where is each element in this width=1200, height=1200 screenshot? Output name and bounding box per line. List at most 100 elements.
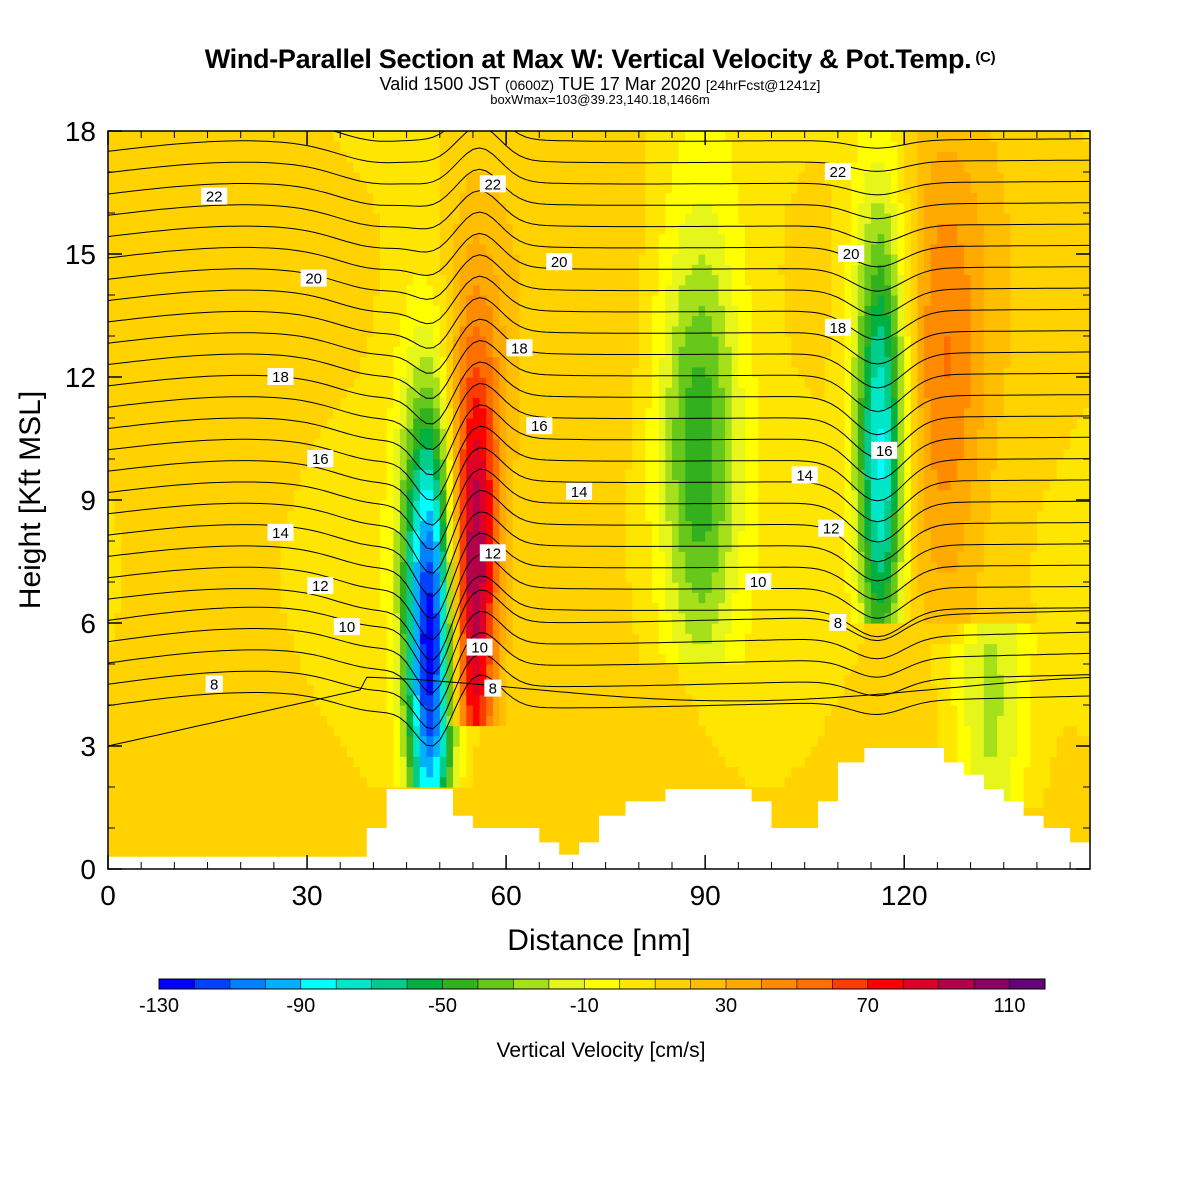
- w-cell: [320, 848, 328, 860]
- w-cell: [784, 787, 793, 798]
- w-cell: [273, 571, 282, 583]
- w-cell: [744, 725, 753, 737]
- w-cell: [599, 653, 607, 665]
- w-cell: [240, 520, 248, 532]
- w-cell: [791, 705, 799, 716]
- w-cell: [313, 674, 321, 686]
- w-cell: [751, 664, 759, 675]
- w-cell: [1070, 694, 1078, 706]
- w-cell: [579, 735, 587, 747]
- w-cell: [287, 848, 295, 860]
- w-cell: [877, 674, 885, 686]
- w-cell: [1023, 541, 1031, 552]
- w-cell: [161, 592, 169, 604]
- w-cell: [890, 592, 899, 604]
- w-cell: [247, 684, 255, 696]
- w-cell: [559, 541, 567, 552]
- w-cell: [399, 664, 408, 675]
- w-cell: [910, 571, 919, 583]
- w-cell: [910, 653, 919, 665]
- w-cell: [426, 694, 434, 706]
- w-cell: [605, 643, 613, 655]
- w-cell: [963, 612, 972, 624]
- w-cell: [705, 612, 713, 624]
- w-cell: [214, 694, 222, 706]
- w-cell: [433, 561, 441, 573]
- w-cell: [990, 551, 998, 563]
- w-cell: [997, 653, 1005, 665]
- w-cell: [141, 746, 149, 757]
- w-cell: [154, 735, 162, 747]
- w-cell: [771, 664, 779, 675]
- w-cell: [599, 756, 607, 768]
- w-cell: [353, 715, 361, 727]
- w-cell: [685, 520, 693, 532]
- w-cell: [127, 551, 136, 563]
- w-cell: [831, 561, 839, 573]
- w-cell: [990, 633, 998, 645]
- w-cell: [831, 633, 839, 645]
- w-cell: [1056, 623, 1065, 634]
- w-cell: [373, 520, 381, 532]
- w-cell: [791, 520, 799, 532]
- w-cell: [234, 817, 242, 829]
- w-cell: [280, 797, 288, 809]
- w-cell: [665, 582, 673, 593]
- w-cell: [380, 674, 388, 686]
- w-cell: [665, 725, 673, 737]
- w-cell: [472, 705, 481, 716]
- w-cell: [194, 797, 202, 809]
- w-cell: [658, 551, 666, 563]
- w-cell: [711, 602, 720, 614]
- w-cell: [492, 520, 501, 532]
- w-cell: [453, 664, 461, 675]
- w-cell: [625, 633, 633, 645]
- w-cell: [526, 797, 534, 809]
- w-cell: [1063, 807, 1071, 819]
- w-cell: [386, 776, 394, 788]
- w-cell: [419, 684, 428, 696]
- w-cell: [798, 725, 806, 737]
- w-cell: [472, 817, 481, 829]
- w-cell: [267, 612, 275, 624]
- w-cell: [214, 653, 222, 665]
- w-cell: [559, 828, 567, 839]
- w-cell: [227, 623, 235, 634]
- w-cell: [957, 664, 965, 675]
- w-cell: [300, 787, 308, 798]
- w-cell: [346, 551, 355, 563]
- w-cell: [592, 746, 600, 757]
- w-cell: [671, 735, 680, 747]
- w-cell: [227, 838, 235, 850]
- w-cell: [612, 705, 620, 716]
- w-cell: [419, 551, 428, 563]
- w-cell: [990, 541, 998, 552]
- w-cell: [326, 725, 335, 737]
- w-cell: [877, 653, 885, 665]
- w-cell: [612, 735, 620, 747]
- w-cell: [499, 674, 507, 686]
- w-cell: [340, 828, 348, 839]
- w-cell: [997, 561, 1005, 573]
- w-cell: [127, 807, 136, 819]
- w-cell: [154, 684, 162, 696]
- w-cell: [413, 582, 421, 593]
- w-cell: [220, 848, 229, 860]
- w-cell: [552, 735, 560, 747]
- w-cell: [326, 633, 335, 645]
- w-cell: [632, 725, 640, 737]
- w-cell: [453, 766, 461, 778]
- w-cell: [161, 664, 169, 675]
- w-cell: [532, 674, 540, 686]
- w-cell: [207, 592, 215, 604]
- w-cell: [459, 623, 467, 634]
- w-cell: [837, 592, 846, 604]
- w-cell: [857, 612, 866, 624]
- w-cell: [804, 551, 812, 563]
- w-cell: [380, 694, 388, 706]
- w-cell: [579, 551, 587, 563]
- w-cell: [506, 807, 514, 819]
- w-cell: [220, 746, 229, 757]
- w-cell: [884, 664, 892, 675]
- w-cell: [1063, 694, 1071, 706]
